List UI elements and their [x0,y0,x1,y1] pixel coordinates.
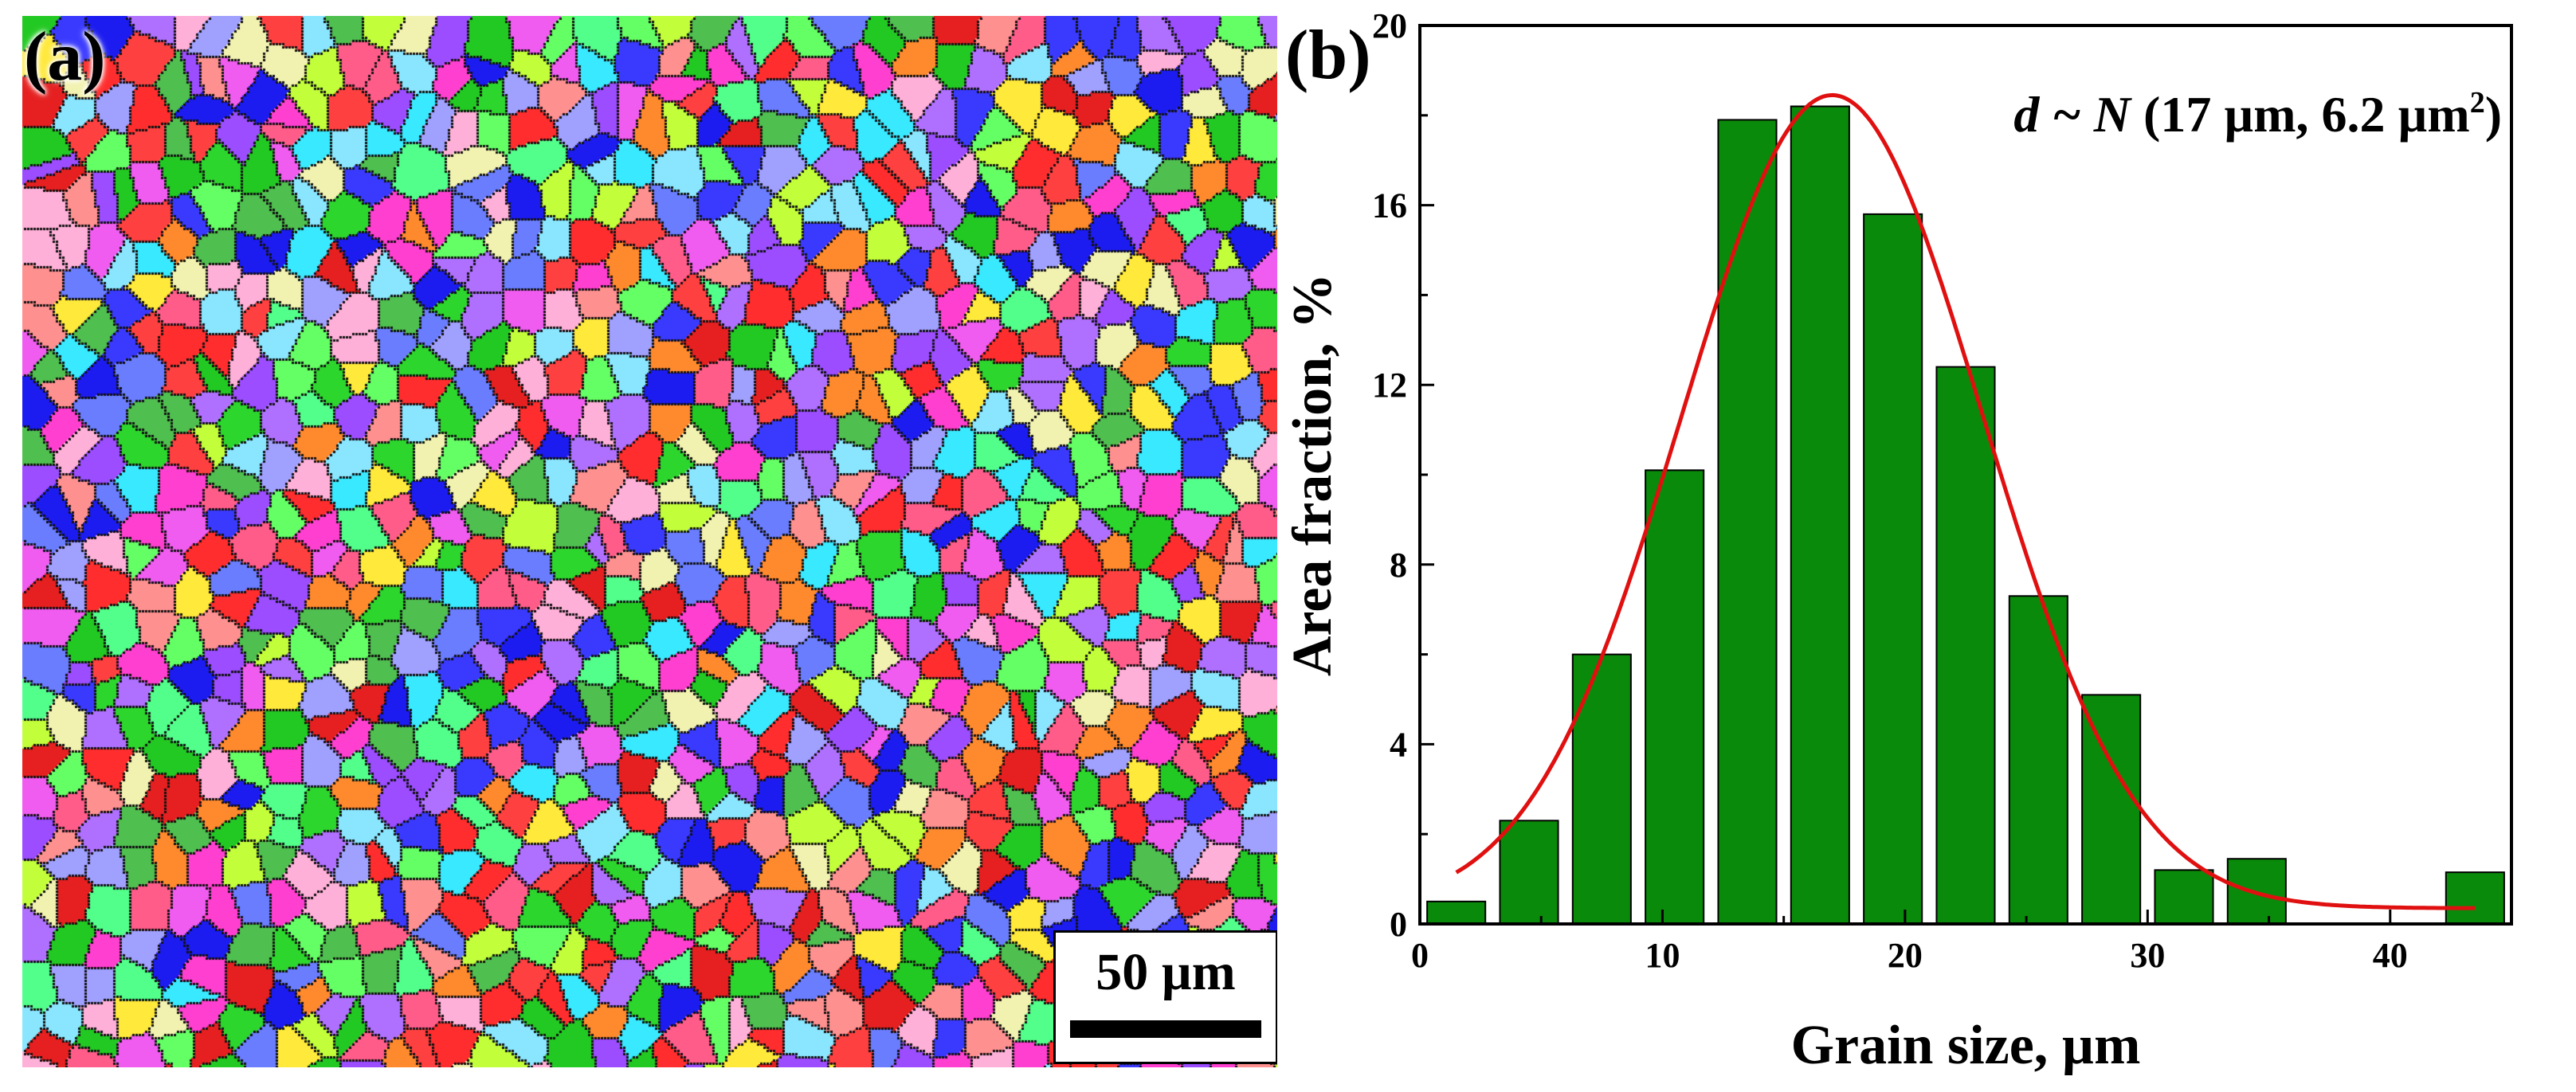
x-tick-label: 20 [1888,936,1923,975]
panel-label-b: (b) [1285,17,1371,94]
histogram-bar [2445,871,2505,926]
x-axis-label: Grain size, µm [1791,1015,2141,1076]
fit-annotation-close: ) [2485,86,2502,143]
y-tick-label: 0 [1390,905,1407,944]
scale-bar-box: 50 µm [1053,930,1277,1064]
y-tick-label: 4 [1390,725,1407,764]
histogram-bar [1717,119,1778,925]
fit-annotation-distribution: d ~ N [2013,86,2132,143]
fit-annotation-params: (17 µm, 6.2 µm [2131,86,2470,143]
scale-bar-label: 50 µm [1096,943,1236,1001]
histogram-bar [1935,366,1996,925]
histogram-bar [1571,653,1632,925]
grain-size-histogram: 0 10 20 30 40 0 4 8 12 16 20 Grain size, µm Area f… [1282,6,2513,1076]
histogram-bar [2081,694,2142,925]
histogram-bar [1790,105,1850,925]
fit-annotation-superscript: 2 [2470,86,2485,119]
fit-annotation: d ~ N (17 µm, 6.2 µm2) [2013,86,2502,143]
ebsd-orientation-map-panel: 50 µm [22,16,1277,1067]
histogram-bar [1499,820,1559,926]
x-tick-label: 30 [2130,936,2165,975]
scale-bar [1070,1020,1261,1038]
y-tick-label: 12 [1372,366,1407,405]
ebsd-grain-map [22,16,1277,1067]
panel-label-a: (a) [24,18,106,96]
histogram-bar [1645,469,1705,925]
histogram-bar [1863,213,1923,925]
y-axis-label: Area fraction, % [1282,273,1343,676]
y-tick-label: 16 [1372,186,1407,225]
y-tick-label: 8 [1390,546,1407,585]
x-tick-label: 0 [1411,936,1429,975]
x-tick-label: 40 [2373,936,2408,975]
normal-fit-curve [1455,92,2476,910]
y-tick-label: 20 [1372,6,1407,45]
histogram-bar [1426,900,1487,926]
histogram-bar [2008,595,2068,926]
x-tick-label: 10 [1645,936,1680,975]
histogram-bar [2154,869,2214,925]
